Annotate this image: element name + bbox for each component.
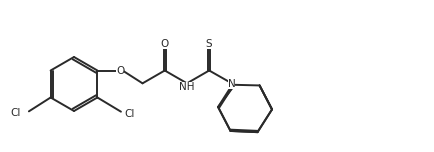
Text: O: O <box>116 66 125 76</box>
Text: O: O <box>161 39 169 49</box>
Text: Cl: Cl <box>124 109 134 119</box>
Text: N: N <box>227 79 235 89</box>
Text: Cl: Cl <box>10 108 21 118</box>
Text: NH: NH <box>179 82 195 92</box>
Text: S: S <box>206 39 213 49</box>
